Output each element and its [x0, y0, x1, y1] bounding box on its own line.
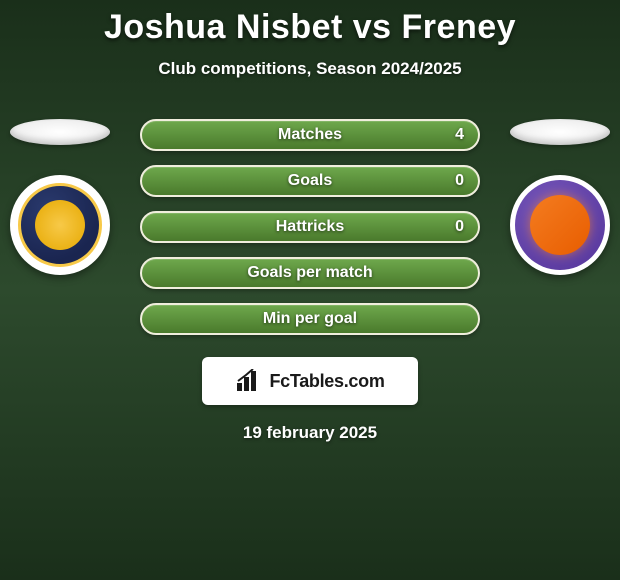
stat-row-goals-per-match: Goals per match	[140, 257, 480, 289]
page-title: Joshua Nisbet vs Freney	[0, 8, 620, 47]
fctables-logo: FcTables.com	[202, 357, 418, 405]
stats-area: Matches 4 Goals 0 Hattricks 0 Goals per …	[0, 119, 620, 335]
club-badge-left	[10, 175, 110, 275]
player-marker-left	[10, 119, 110, 145]
stat-row-min-per-goal: Min per goal	[140, 303, 480, 335]
stat-right-value: 4	[455, 126, 464, 144]
comparison-card: Joshua Nisbet vs Freney Club competition…	[0, 0, 620, 443]
stat-row-goals: Goals 0	[140, 165, 480, 197]
stat-row-matches: Matches 4	[140, 119, 480, 151]
club-crest-icon	[515, 180, 605, 270]
stat-label: Hattricks	[276, 218, 344, 236]
date-text: 19 february 2025	[0, 423, 620, 443]
stat-label: Goals per match	[247, 264, 372, 282]
season-subtitle: Club competitions, Season 2024/2025	[0, 59, 620, 79]
club-crest-icon	[18, 183, 102, 267]
stat-label: Matches	[278, 126, 342, 144]
club-badge-right	[510, 175, 610, 275]
stat-right-value: 0	[455, 172, 464, 190]
stat-right-value: 0	[455, 218, 464, 236]
left-player-column	[10, 119, 110, 275]
stat-rows: Matches 4 Goals 0 Hattricks 0 Goals per …	[140, 119, 480, 335]
stat-row-hattricks: Hattricks 0	[140, 211, 480, 243]
right-player-column	[510, 119, 610, 275]
stat-label: Min per goal	[263, 310, 357, 328]
stat-label: Goals	[288, 172, 332, 190]
bar-chart-icon	[235, 369, 263, 393]
logo-text: FcTables.com	[269, 371, 384, 392]
player-marker-right	[510, 119, 610, 145]
